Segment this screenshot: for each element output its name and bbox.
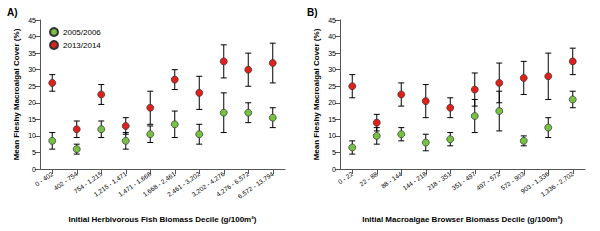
svg-text:2005/2006: 2005/2006: [63, 28, 101, 37]
svg-text:30: 30: [328, 66, 336, 73]
svg-text:572 - 903: 572 - 903: [499, 170, 526, 192]
svg-text:40: 40: [328, 33, 336, 40]
svg-text:A): A): [7, 7, 18, 18]
svg-text:30: 30: [28, 66, 36, 73]
svg-text:1,215 - 1,471: 1,215 - 1,471: [92, 170, 128, 198]
svg-text:10: 10: [28, 132, 36, 139]
svg-text:35: 35: [28, 50, 36, 57]
svg-text:497 - 572: 497 - 572: [475, 170, 502, 192]
svg-text:5: 5: [332, 149, 336, 156]
svg-text:15: 15: [328, 116, 336, 123]
svg-text:45: 45: [328, 17, 336, 24]
svg-text:0: 0: [332, 166, 336, 173]
svg-text:3,202 - 4,276: 3,202 - 4,276: [190, 170, 226, 198]
svg-text:25: 25: [328, 83, 336, 90]
svg-text:402 - 754: 402 - 754: [52, 170, 79, 192]
svg-text:1,336 - 2,702: 1,336 - 2,702: [539, 170, 575, 198]
svg-text:Mean Fleshy Macroalgal Cover (: Mean Fleshy Macroalgal Cover (%): [312, 28, 321, 160]
svg-text:2,461 - 3,202: 2,461 - 3,202: [165, 170, 202, 198]
svg-text:0 - 402: 0 - 402: [34, 170, 55, 188]
svg-text:20: 20: [28, 99, 36, 106]
svg-text:754 - 1,215: 754 - 1,215: [72, 170, 104, 195]
svg-text:15: 15: [28, 116, 36, 123]
svg-text:351 - 497: 351 - 497: [450, 170, 477, 192]
svg-text:Mean Fleshy Macroalgal Cover (: Mean Fleshy Macroalgal Cover (%): [12, 28, 21, 160]
svg-text:35: 35: [328, 50, 336, 57]
svg-text:1,471 - 1,668: 1,471 - 1,668: [116, 170, 153, 198]
svg-text:10: 10: [328, 132, 336, 139]
svg-text:144 - 218: 144 - 218: [401, 170, 428, 192]
svg-text:0: 0: [32, 166, 36, 173]
svg-text:2013/2014: 2013/2014: [63, 41, 101, 50]
svg-text:1,668 - 2,461: 1,668 - 2,461: [141, 170, 177, 198]
svg-text:25: 25: [28, 83, 36, 90]
svg-text:Initial Macroalgae Browser Bio: Initial Macroalgae Browser Biomass Decil…: [362, 215, 563, 224]
svg-text:B): B): [307, 7, 318, 18]
svg-text:Initial Herbivorous Fish Bioma: Initial Herbivorous Fish Biomass Decile …: [68, 215, 256, 224]
svg-text:4,276 - 6,572: 4,276 - 6,572: [214, 170, 251, 198]
svg-text:22 - 88: 22 - 88: [358, 170, 379, 188]
svg-text:5: 5: [32, 149, 36, 156]
svg-text:218 - 351: 218 - 351: [426, 170, 453, 192]
svg-text:6,572 - 13,794: 6,572 - 13,794: [236, 170, 275, 200]
svg-text:45: 45: [28, 17, 36, 24]
svg-text:88 - 144: 88 - 144: [380, 170, 404, 190]
svg-text:0 - 22: 0 - 22: [337, 170, 355, 185]
svg-text:903 - 1,336: 903 - 1,336: [519, 170, 551, 195]
svg-text:20: 20: [328, 99, 336, 106]
svg-text:40: 40: [28, 33, 36, 40]
